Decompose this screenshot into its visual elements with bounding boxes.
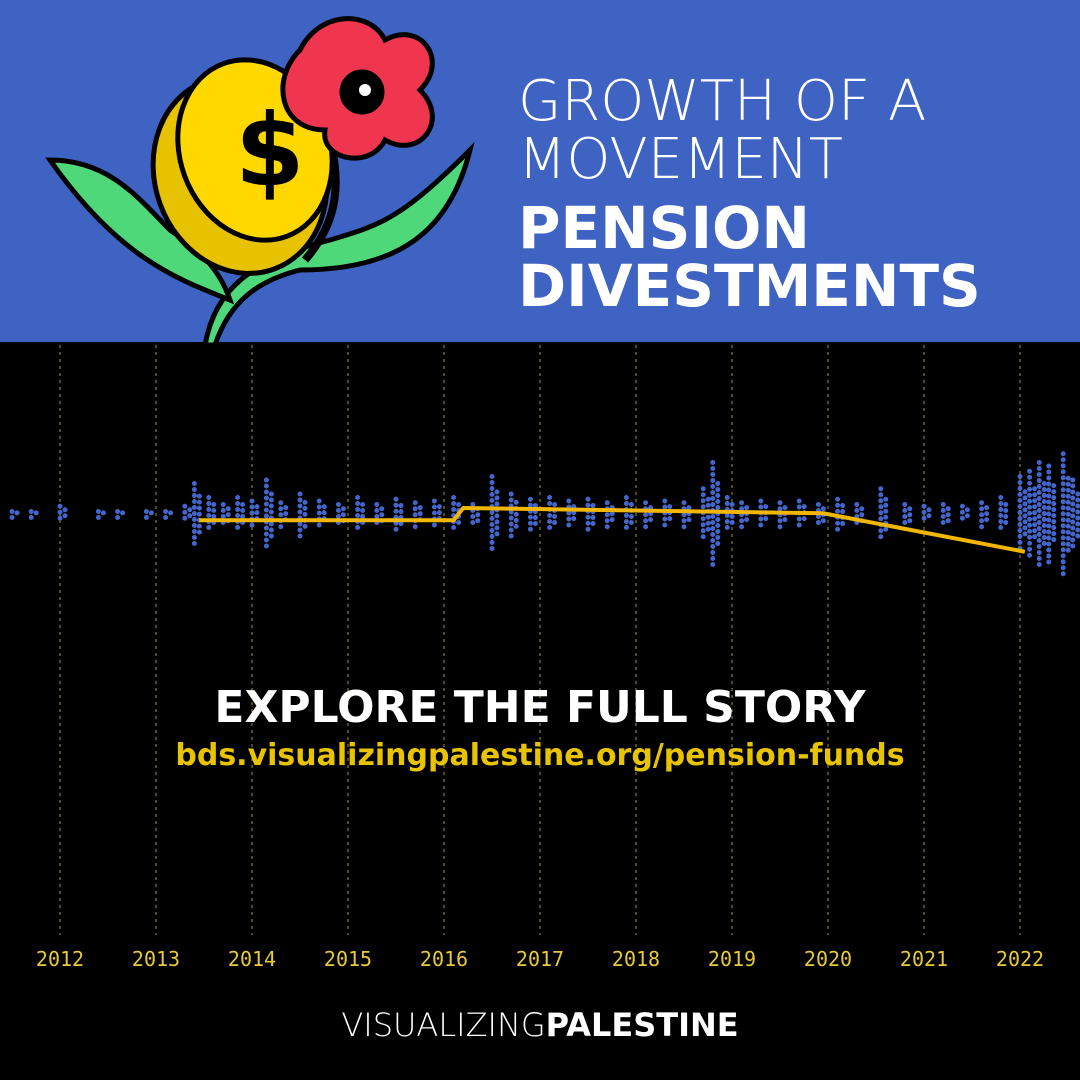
subtitle-line: PENSION	[518, 194, 810, 262]
brand: VISUALIZINGPALESTINE	[341, 1006, 738, 1044]
x-tick-label: 2021	[900, 947, 948, 971]
trend-line	[199, 506, 1026, 554]
x-tick-label: 2016	[420, 947, 468, 971]
chart: 2012 2013 2014 2015 2016 2017 2018 2019 2020 2021…	[9, 345, 1080, 971]
illustration: $	[45, 16, 475, 348]
x-tick-label: 2022	[996, 947, 1044, 971]
x-tick-label: 2013	[132, 947, 180, 971]
x-tick-label: 2018	[612, 947, 660, 971]
x-tick-label: 2019	[708, 947, 756, 971]
cta-heading: EXPLORE THE FULL STORY	[214, 682, 866, 733]
cta-url[interactable]: bds.visualizingpalestine.org/pension-fun…	[175, 738, 904, 773]
x-tick-label: 2015	[324, 947, 372, 971]
brand-bold: PALESTINE	[546, 1006, 739, 1044]
x-tick-label: 2020	[804, 947, 852, 971]
title-line: GROWTH OF A	[518, 69, 926, 134]
x-tick-label: 2012	[36, 947, 84, 971]
x-tick-label: 2017	[516, 947, 564, 971]
title-line: MOVEMENT	[518, 127, 843, 192]
subtitle-line: DIVESTMENTS	[518, 252, 981, 320]
brand-light: VISUALIZING	[341, 1006, 545, 1044]
x-tick-label: 2014	[228, 947, 276, 971]
